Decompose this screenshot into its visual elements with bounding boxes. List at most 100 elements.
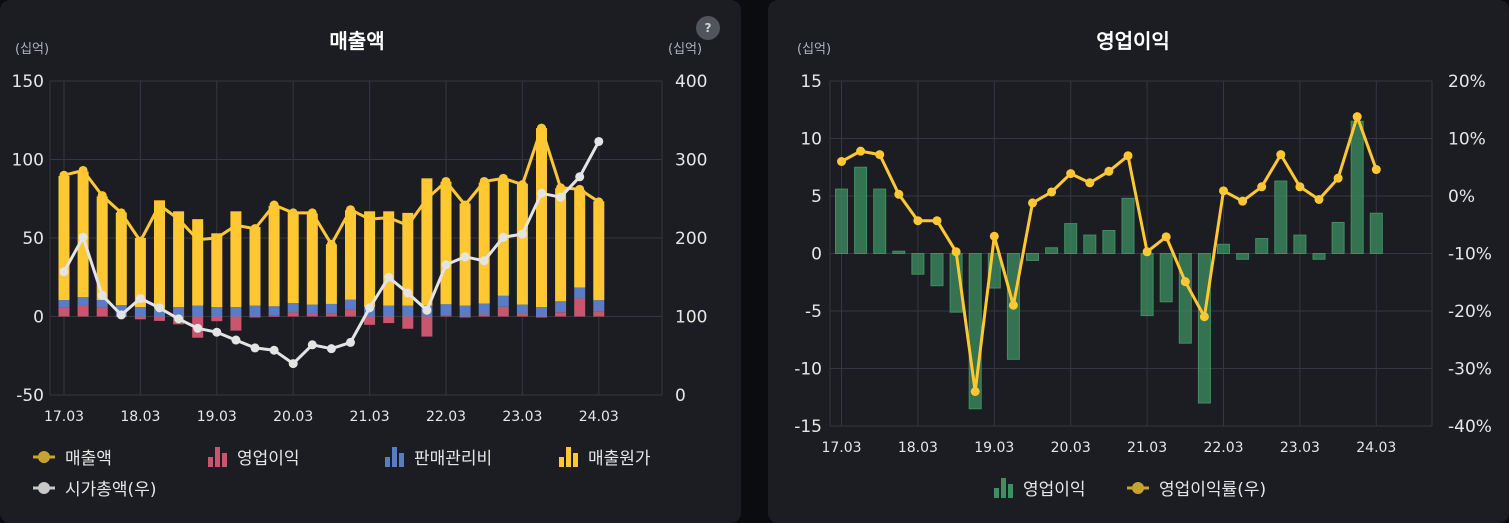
legend-item[interactable]: 영업이익률(우) <box>1127 480 1266 500</box>
bar-영업이익 <box>364 316 376 325</box>
y-left-tick-label: 0 <box>811 245 822 265</box>
bar-영업이익 <box>1350 120 1364 254</box>
bar-영업이익 <box>421 316 433 337</box>
legend-bars-icon <box>559 457 564 467</box>
line-point <box>174 314 184 324</box>
line-series-영업이익률(우) <box>837 112 1381 396</box>
y-left-tick-label: -10 <box>794 360 822 380</box>
line-point <box>875 150 885 160</box>
line-point <box>556 183 566 193</box>
bar-매출원가 <box>249 227 261 306</box>
bar-영업이익 <box>1178 253 1192 344</box>
line-point <box>1008 300 1018 310</box>
x-tick-label: 17.03 <box>821 440 861 456</box>
legend-label: 매출액 <box>65 449 112 469</box>
legend: 영업이익 영업이익률(우) <box>994 478 1266 500</box>
line-point <box>1314 194 1324 204</box>
x-tick-label: 20.03 <box>1051 440 1091 456</box>
x-tick-label: 22.03 <box>426 409 466 425</box>
line-point <box>1257 182 1267 192</box>
legend-item[interactable]: 영업이익 <box>994 478 1086 500</box>
line-point <box>1295 182 1305 192</box>
bar-매출원가 <box>58 175 70 301</box>
bar-판매관리비 <box>268 306 280 316</box>
legend-item[interactable]: 매출원가 <box>559 447 651 469</box>
bar-매출원가 <box>478 182 490 304</box>
y-left-tick-label: -50 <box>16 386 44 406</box>
legend-bars-icon <box>385 457 390 467</box>
line-point <box>346 337 355 347</box>
bar-판매관리비 <box>77 297 89 306</box>
legend-dot-icon <box>38 482 50 494</box>
line-point <box>537 188 546 198</box>
line-point <box>78 232 88 242</box>
bar-매출원가 <box>268 205 280 307</box>
help-icon[interactable]: ? <box>696 16 720 40</box>
line-point <box>537 123 546 133</box>
line-point <box>970 387 980 396</box>
line-point <box>1066 169 1076 179</box>
bar-marks <box>835 120 1383 410</box>
bar-영업이익 <box>383 316 395 324</box>
line-point <box>1085 178 1095 188</box>
bar-매출원가 <box>593 201 605 301</box>
legend-item[interactable]: 판매관리비 <box>385 447 492 469</box>
line-point <box>517 229 527 239</box>
bar-매출원가 <box>383 211 395 306</box>
bar-매출원가 <box>192 219 204 306</box>
bar-영업이익 <box>892 250 906 254</box>
line-point <box>155 303 164 313</box>
bar-영업이익 <box>249 316 261 318</box>
bar-영업이익 <box>593 311 605 317</box>
bar-판매관리비 <box>402 305 414 317</box>
bar-매출원가 <box>230 211 242 308</box>
line-point <box>575 184 585 194</box>
legend-item[interactable]: 영업이익 <box>208 447 300 469</box>
line-point <box>1161 232 1171 242</box>
bar-매출원가 <box>555 188 567 302</box>
bar-매출원가 <box>364 211 376 308</box>
bar-영업이익 <box>1159 253 1173 303</box>
y-left-tick-label: 15 <box>800 72 822 92</box>
line-point <box>116 208 126 218</box>
line-point <box>346 205 355 215</box>
bar-영업이익 <box>96 307 108 317</box>
line-point <box>307 340 317 350</box>
line-point <box>498 173 508 183</box>
y-right-tick-label: -40% <box>1448 417 1492 437</box>
legend-label: 매출원가 <box>588 449 651 469</box>
y-left-tick-label: 100 <box>12 151 44 171</box>
line-point <box>1180 277 1190 287</box>
bar-영업이익 <box>1045 247 1059 254</box>
bar-영업이익 <box>134 316 146 320</box>
y-right-tick-label: 200 <box>675 229 707 249</box>
line-point <box>913 216 923 226</box>
line-point <box>288 208 298 218</box>
bar-영업이익 <box>1197 253 1211 404</box>
bar-판매관리비 <box>593 300 605 312</box>
bar-판매관리비 <box>287 302 299 313</box>
bar-영업이익 <box>325 313 337 317</box>
bar-영업이익 <box>77 305 89 317</box>
line-point <box>1028 198 1037 208</box>
legend-dot-icon <box>1132 482 1144 494</box>
bar-매출원가 <box>211 233 223 308</box>
y-right-tick-label: -10% <box>1448 245 1492 265</box>
bar-판매관리비 <box>96 300 108 308</box>
y-left-tick-label: 10 <box>800 130 822 150</box>
legend-item[interactable]: 시가총액(우) <box>33 480 156 500</box>
line-point <box>1371 165 1381 175</box>
y-right-tick-label: 400 <box>675 72 707 92</box>
line-point <box>1352 112 1362 122</box>
bar-판매관리비 <box>555 301 567 313</box>
line-point <box>460 252 470 262</box>
line-point <box>78 165 88 175</box>
bar-매출원가 <box>306 213 318 305</box>
x-tick-label: 22.03 <box>1203 440 1243 456</box>
bar-영업이익 <box>440 315 452 317</box>
line-point <box>365 214 375 224</box>
bar-매출원가 <box>325 244 337 304</box>
legend-item[interactable]: 매출액 <box>33 449 112 469</box>
bar-매출원가 <box>516 183 528 305</box>
x-tick-label: 20.03 <box>273 409 313 425</box>
